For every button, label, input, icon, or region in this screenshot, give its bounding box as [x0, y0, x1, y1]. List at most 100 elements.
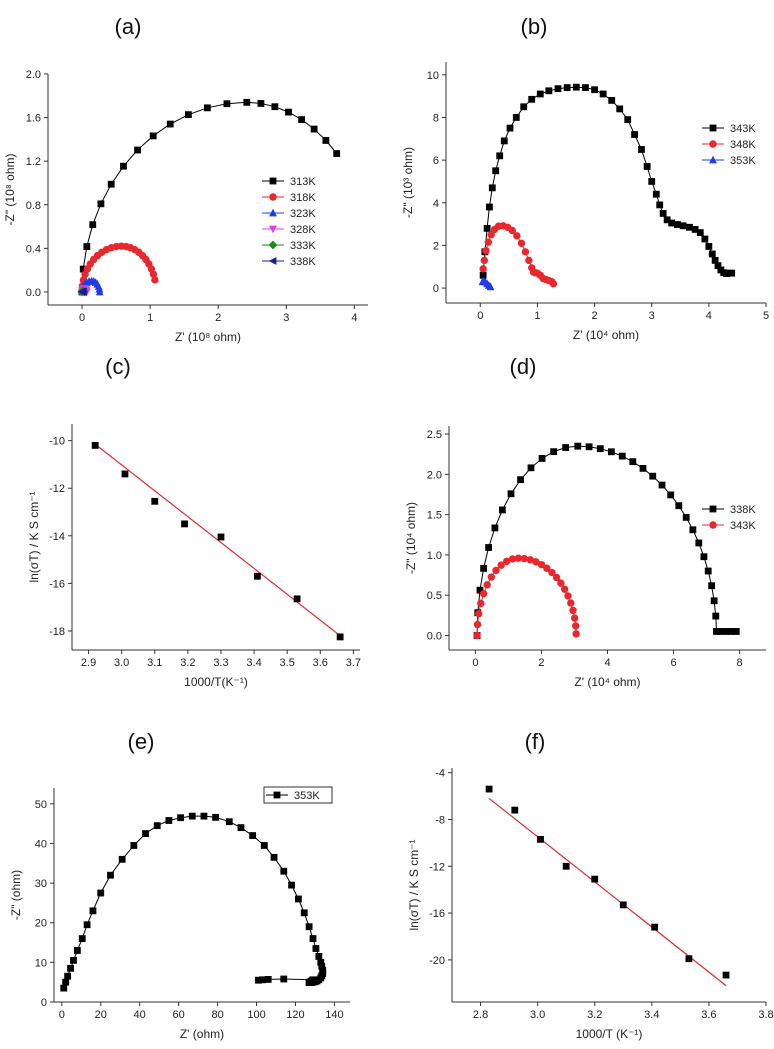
panel-d-data-point [607, 448, 615, 456]
panel-a-y-tick-label: 2.0 [26, 69, 41, 81]
panel-e-data-point [225, 818, 233, 826]
panel-b-data-point [643, 163, 651, 170]
legend-marker-353K [709, 155, 717, 164]
panel-f-y-tick-label: -12 [429, 861, 445, 873]
panel-e-data-point [249, 832, 257, 839]
panel-d-x-axis-label: Z' (10⁴ ohm) [574, 675, 640, 689]
panel-d-y-tick-label: 1.5 [427, 510, 442, 522]
panel-d-data-point [639, 464, 647, 472]
panel-a-y-tick-label: 0.0 [26, 287, 41, 299]
panel-a-data-point [184, 111, 192, 119]
panel-d-y-tick-label: 0.5 [427, 590, 442, 602]
panel-c-data-point [121, 470, 129, 478]
panel-e-data-point [188, 812, 196, 820]
panel-a-data-point [149, 132, 157, 140]
panel-b-data-point [512, 114, 520, 121]
panel-b-data-point [638, 146, 645, 153]
panel-d-data-point [695, 539, 703, 547]
panel-e-y-tick-label: 40 [35, 838, 47, 850]
panel-c-x-tick-label: 3.7 [346, 657, 361, 669]
panel-b-x-tick-label: 5 [763, 310, 769, 322]
panel-f-series-data [485, 785, 730, 979]
panel-e-x-tick-label: 60 [173, 1009, 185, 1021]
panel-d-series-343K [473, 554, 580, 640]
panel-c-x-tick-label: 3.2 [180, 657, 195, 669]
panel-a-x-tick-label: 0 [79, 312, 85, 324]
panel-b-y-tick-label: 0 [433, 283, 439, 295]
panel-d-data-point [682, 513, 690, 521]
legend-label-328K: 328K [290, 224, 316, 236]
panel-d-data-point [538, 455, 546, 462]
panel-a-data-point [151, 276, 159, 284]
panel-d-series-338K [473, 442, 740, 639]
panel-d-data-point [476, 586, 484, 594]
panel-d-data-point [477, 599, 485, 608]
panel-b-data-point [701, 235, 709, 243]
panel-b-series-line [482, 86, 732, 276]
panel-f-y-tick-label: -4 [435, 768, 445, 780]
panel-a-data-point [83, 243, 91, 250]
panel-b-data-point [479, 271, 487, 279]
panel-b-data-point [572, 83, 580, 91]
panel-e-data-point [258, 976, 266, 984]
panel-c-x-tick-label: 3.4 [246, 657, 261, 669]
panel-e-data-point [255, 976, 262, 984]
panel-b-data-point [608, 96, 616, 104]
panel-e-series-line [63, 815, 324, 989]
legend-label-343K: 343K [730, 520, 756, 532]
legend-marker-318K [269, 193, 277, 201]
panel-b-data-point [486, 203, 493, 211]
chart-panel-d: (d) 0 2 4 6 8 0.0 0.5 1.0 1.5 2.0 2.5 Z' (10⁴ ohm) -Z… [404, 354, 766, 689]
panel-d-data-point [520, 554, 529, 563]
panel-b-data-point [508, 226, 516, 235]
panel-e-data-point [270, 853, 278, 861]
panel-e-y-tick-label: 50 [35, 799, 47, 811]
chart-panel-f: (f) 2.8 3.0 3.2 3.4 3.6 3.8 -20 -16 -12 -8 -4 1000/T… [407, 729, 774, 1041]
panel-b-y-tick-label: 10 [427, 70, 439, 82]
panel-b-x-tick-label: 1 [534, 310, 540, 322]
panel-b-data-point [500, 137, 508, 145]
panel-d-data-point [517, 476, 524, 484]
panel-c-x-tick-label: 3.6 [313, 657, 328, 669]
panel-b-x-tick-label: 3 [649, 310, 655, 322]
chart-panel-c: (c) 2.9 3.0 3.1 3.2 3.3 3.4 3.5 3.6 3.7 -18 -16 -14 -… [27, 354, 361, 689]
panel-c-data-point [253, 572, 261, 580]
panel-d-data-point [557, 579, 565, 587]
panel-a-data-point [79, 288, 87, 296]
panel-c-data-point [181, 520, 188, 528]
panel-d-data-point [487, 573, 496, 581]
panel-b-y-tick-label: 8 [433, 112, 439, 124]
panel-a-data-point [322, 137, 330, 144]
panel-a-series-313K [78, 98, 341, 296]
panel-a-y-tick-label: 1.6 [26, 113, 41, 125]
panel-b-data-point [488, 184, 496, 192]
panel-a-data-point [333, 150, 341, 157]
panel-f-y-tick-label: -8 [435, 814, 445, 826]
panel-b-data-point [525, 256, 533, 265]
panel-d-data-point [708, 582, 716, 590]
panel-d-data-point [567, 599, 575, 607]
panel-e-data-point [260, 842, 268, 849]
legend-label-318K: 318K [290, 192, 316, 204]
panel-b-data-point [631, 131, 638, 138]
panel-e-data-point [83, 921, 91, 929]
panel-e-data-point [312, 945, 320, 952]
panel-d-data-point [596, 445, 604, 453]
panel-d-y-tick-label: 2.5 [427, 429, 442, 441]
panel-c-x-tick-label: 3.1 [147, 657, 162, 669]
panel-b-series-348K [479, 222, 558, 288]
panel-a-data-point [89, 221, 97, 229]
panel-b-data-point [599, 90, 607, 98]
panel-a-data-point [95, 287, 104, 296]
panel-d-data-point [585, 443, 593, 451]
panel-d-data-point [700, 553, 708, 561]
panel-d-data-point [514, 554, 523, 562]
panel-a-x-tick-label: 1 [147, 312, 153, 324]
panel-d-data-point [483, 581, 491, 589]
panel-b-data-point [506, 124, 514, 132]
panel-a-data-point [97, 200, 105, 208]
legend-marker-333K [268, 240, 278, 250]
legend-marker-328K [269, 225, 277, 234]
panel-e-x-tick-label: 0 [59, 1009, 65, 1021]
